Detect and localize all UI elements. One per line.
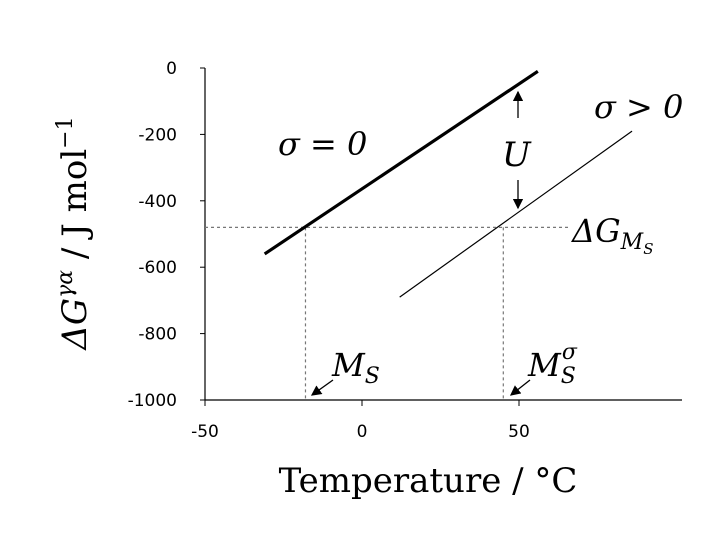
mss-arrow [509,379,531,396]
ms-label: MS [331,346,380,389]
mss-main: M [527,346,562,384]
mss-sup: σ [562,340,578,365]
y-tick-label: -600 [138,258,177,278]
series-label: σ = 0 [278,125,367,163]
line [399,130,633,298]
x-tick-label: 50 [508,422,530,442]
y-label-sup: γα [53,270,78,298]
ms-arrow [310,379,334,396]
y-tick-label: -400 [138,192,177,212]
y-tick-label: -200 [138,125,177,145]
ms-sub: S [365,364,380,389]
y-label-main: ΔG [55,298,95,352]
dg-label: ΔGMS [570,212,653,258]
x-axis-label: Temperature / °C [279,461,578,501]
ms-main: M [331,346,366,384]
mss-label: MSσ [527,340,578,389]
dg-main: ΔG [570,212,621,250]
y-axis-label: ΔGγα / J mol−1 [53,116,95,351]
mss-sub: S [561,364,576,389]
x-tick-label: -50 [191,422,219,442]
y-tick-label: -1000 [128,391,177,411]
y-label-rest: / J mol [55,149,95,270]
x-tick-label: 0 [357,422,368,442]
u-label: U [502,135,532,175]
series-label: σ > 0 [594,88,683,126]
line [263,69,539,256]
dg-sub: M [620,230,644,255]
y-tick-label: 0 [166,59,177,79]
y-tick-label: -800 [138,325,177,345]
dg-subsub: S [643,240,653,258]
y-label-sup2: −1 [53,116,78,148]
